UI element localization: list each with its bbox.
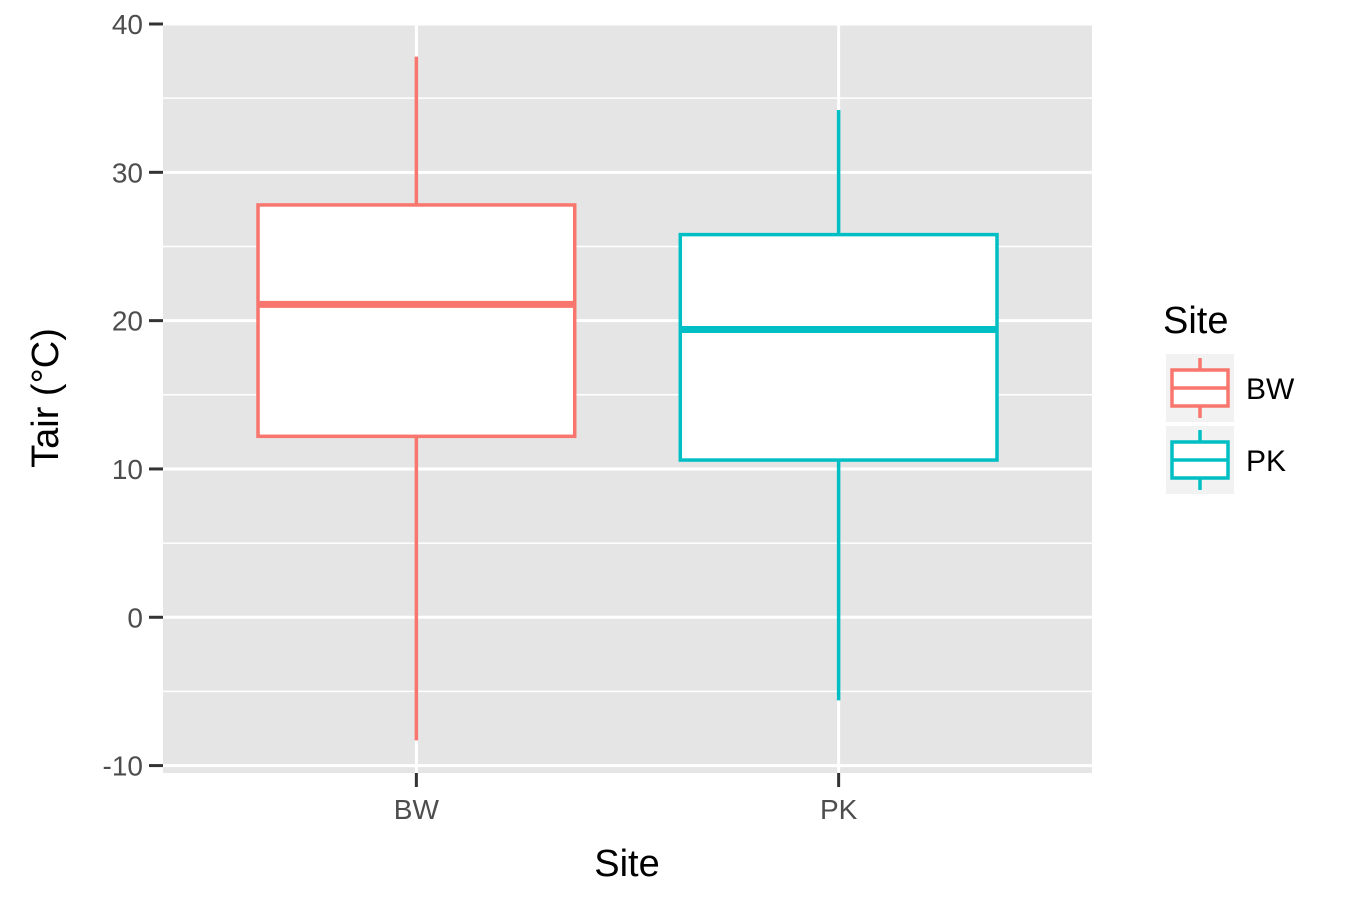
- box-pk: [678, 110, 999, 701]
- y-axis: -10 0 10 20 30 40: [103, 9, 163, 782]
- y-tick-label: 0: [127, 602, 143, 633]
- x-tick-label: BW: [394, 794, 440, 825]
- legend-label: PK: [1246, 445, 1286, 478]
- x-tick-label: PK: [820, 794, 858, 825]
- y-tick-label: 30: [112, 157, 143, 188]
- x-axis-title: Site: [594, 843, 659, 885]
- box-bw: [256, 56, 577, 741]
- legend-item-bw: BW: [1166, 354, 1295, 422]
- y-tick-label: 10: [112, 454, 143, 485]
- box-body: [256, 203, 577, 439]
- y-tick-label: -10: [103, 751, 143, 782]
- legend-label: BW: [1246, 373, 1295, 406]
- x-axis: BW PK: [394, 773, 858, 825]
- y-tick-label: 40: [112, 9, 143, 40]
- legend-title: Site: [1163, 300, 1228, 342]
- box-body: [678, 232, 999, 462]
- legend-item-pk: PK: [1166, 426, 1286, 494]
- legend: Site BW PK: [1163, 300, 1295, 494]
- boxes-layer: [256, 56, 999, 741]
- y-axis-title: Tair (°C): [25, 328, 67, 468]
- y-tick-label: 20: [112, 306, 143, 337]
